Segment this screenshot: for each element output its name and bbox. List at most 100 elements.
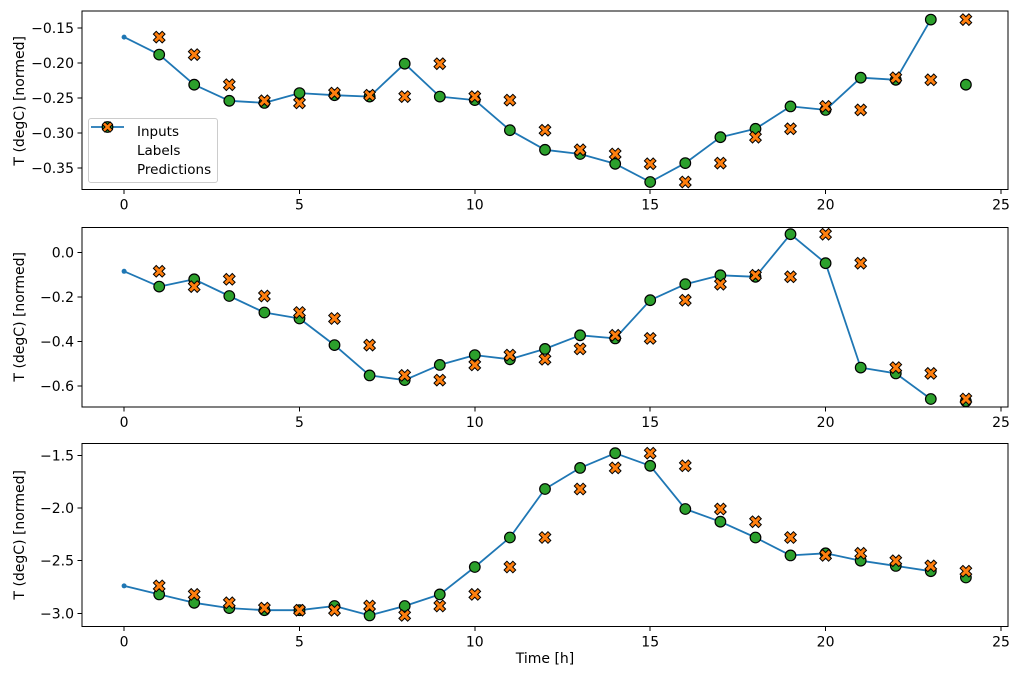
- predictions-point: [783, 122, 798, 136]
- labels-point: [468, 561, 481, 573]
- y-tick-label: −0.4: [40, 335, 74, 351]
- predictions-point: [398, 608, 412, 622]
- labels-point: [433, 90, 446, 103]
- predictions-point: [503, 93, 517, 107]
- y-axis-ticks: −0.15 −0.20 −0.25 −0.30 −0.35: [31, 21, 82, 177]
- predictions-point: [398, 368, 412, 382]
- labels-point: [398, 57, 411, 70]
- labels-points: [153, 447, 972, 622]
- predictions-point: [819, 548, 833, 562]
- predictions-point: [503, 348, 517, 362]
- predictions-point: [643, 446, 657, 460]
- legend: Inputs Labels Predictions: [88, 118, 218, 183]
- predictions-point: [959, 13, 973, 27]
- predictions-point: [573, 482, 587, 496]
- predictions-point: [748, 515, 763, 529]
- predictions-point: [854, 103, 868, 117]
- inputs-line: [123, 233, 932, 400]
- legend-label-labels: Labels: [137, 142, 181, 159]
- predictions-point: [573, 143, 587, 157]
- x-tick-label: 5: [295, 198, 304, 214]
- labels-circle-swatch-icon: [95, 121, 132, 159]
- ylabel-wrap-subplot-2: T (degC) [normed]: [7, 227, 33, 407]
- labels-point: [504, 124, 516, 137]
- predictions-point: [538, 352, 552, 366]
- predictions-point: [608, 461, 622, 475]
- predictions-point: [433, 373, 447, 387]
- labels-point: [784, 100, 797, 113]
- x-tick-label: 15: [641, 635, 659, 651]
- labels-point: [714, 269, 727, 282]
- predictions-point: [889, 554, 903, 568]
- predictions-point: [327, 603, 342, 617]
- y-tick-label: −2.5: [40, 554, 74, 570]
- y-tick-label: −0.15: [31, 21, 74, 37]
- predictions-point: [924, 73, 938, 87]
- inputs-points: [121, 450, 934, 618]
- labels-point: [679, 157, 692, 170]
- x-tick-label: 25: [992, 415, 1010, 431]
- labels-points: [153, 13, 972, 188]
- predictions-point: [222, 596, 236, 610]
- predictions-point: [292, 305, 307, 320]
- labels-point: [784, 228, 797, 241]
- predictions-point: [608, 328, 622, 342]
- x-axis-ticks: 0 5 10 15 20 25: [120, 189, 1010, 214]
- ylabel-wrap-subplot-3: T (degC) [normed]: [7, 443, 33, 627]
- predictions-point: [433, 57, 447, 71]
- predictions-point: [468, 587, 482, 601]
- labels-point: [293, 87, 306, 99]
- labels-point: [854, 361, 867, 374]
- labels-point: [679, 278, 692, 291]
- predictions-point: [889, 71, 903, 85]
- predictions-point: [327, 86, 342, 100]
- inputs-point: [121, 34, 127, 40]
- predictions-point: [187, 280, 201, 294]
- y-axis-label: T (degC) [normed]: [12, 252, 28, 382]
- predictions-point: [678, 175, 692, 189]
- labels-point: [328, 339, 341, 352]
- labels-point: [609, 157, 622, 170]
- labels-point: [609, 447, 622, 460]
- predictions-point: [292, 96, 307, 110]
- predictions-x-swatch-icon: [95, 121, 132, 178]
- x-tick-label: 0: [120, 415, 129, 431]
- x-tick-label: 25: [992, 635, 1010, 651]
- labels-point: [574, 462, 586, 474]
- inputs-line: [123, 452, 932, 617]
- predictions-point: [854, 256, 868, 270]
- x-tick-label: 5: [295, 415, 304, 431]
- axes-frame: [81, 10, 1009, 190]
- predictions-point: [292, 603, 307, 617]
- predictions-point: [783, 530, 798, 545]
- predictions-point: [713, 156, 727, 170]
- subplot-2: 0.0 −0.2 −0.4 −0.6 0 5 10 15 20 25: [40, 227, 1010, 431]
- labels-point: [679, 503, 692, 515]
- y-tick-label: −0.2: [40, 290, 74, 306]
- labels-point: [749, 531, 762, 544]
- labels-points: [153, 228, 972, 408]
- y-axis-label: T (degC) [normed]: [12, 35, 28, 166]
- x-tick-label: 15: [641, 415, 659, 431]
- predictions-point: [959, 392, 973, 406]
- labels-point: [433, 359, 446, 371]
- predictions-point: [713, 277, 727, 291]
- predictions-swatch-graphic: [101, 121, 114, 133]
- y-tick-label: −3.0: [40, 606, 74, 622]
- x-tick-label: 10: [466, 635, 484, 651]
- y-tick-label: −0.6: [40, 379, 74, 395]
- labels-point: [539, 143, 551, 156]
- predictions-point: [678, 293, 692, 307]
- ylabel-wrap-subplot-1: T (degC) [normed]: [7, 11, 33, 190]
- labels-point: [188, 78, 201, 91]
- labels-point: [363, 369, 376, 382]
- labels-point: [153, 280, 166, 293]
- predictions-point: [363, 599, 377, 613]
- predictions-point: [819, 227, 833, 241]
- labels-point: [153, 48, 166, 61]
- x-tick-label: 0: [120, 198, 129, 214]
- predictions-point: [152, 264, 166, 278]
- predictions-point: [538, 123, 552, 137]
